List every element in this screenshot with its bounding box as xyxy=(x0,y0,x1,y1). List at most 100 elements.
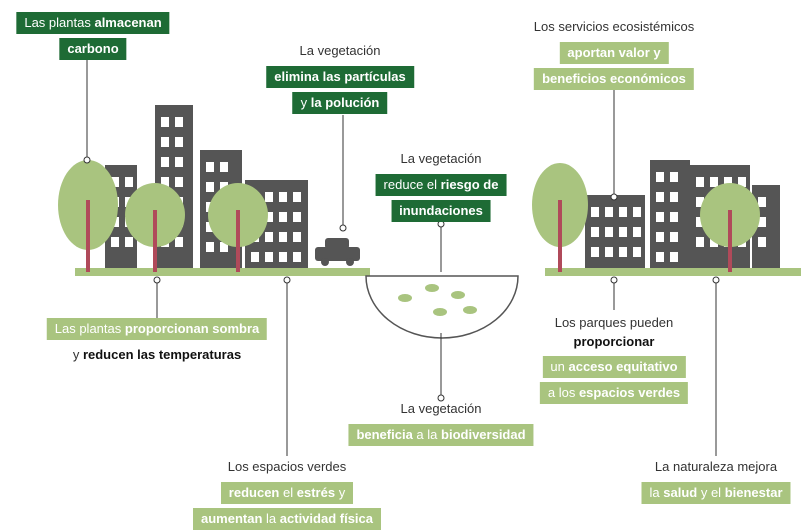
label-line: a los espacios verdes xyxy=(540,382,688,404)
leader-dot xyxy=(611,194,617,200)
window xyxy=(619,207,627,217)
window xyxy=(656,212,664,222)
window xyxy=(175,157,183,167)
window xyxy=(161,157,169,167)
window xyxy=(161,137,169,147)
window xyxy=(591,227,599,237)
label-line: reduce el riesgo de xyxy=(376,174,507,196)
label-line: y reducen las temperaturas xyxy=(65,344,249,366)
window xyxy=(175,137,183,147)
text: elimina las partículas xyxy=(274,69,406,84)
label-line: proporcionar xyxy=(566,332,663,352)
window xyxy=(125,237,133,247)
callout: La vegetación elimina las partículas y l… xyxy=(266,40,414,114)
text: inundaciones xyxy=(399,203,483,218)
label-line: un acceso equitativo xyxy=(542,356,685,378)
text: aportan valor y xyxy=(567,45,660,60)
fish xyxy=(425,284,439,292)
callout: La naturaleza mejora la salud y el biene… xyxy=(641,456,790,504)
leader-dot xyxy=(284,277,290,283)
text: La vegetación xyxy=(300,43,381,58)
window xyxy=(279,192,287,202)
text: riesgo de xyxy=(441,177,499,192)
label-line: elimina las partículas xyxy=(266,66,414,88)
window xyxy=(670,192,678,202)
leader-dot xyxy=(84,157,90,163)
window xyxy=(175,117,183,127)
text: reducen xyxy=(229,485,280,500)
label-line: Los parques pueden xyxy=(547,314,682,332)
callout: Los parques pueden proporcionar un acces… xyxy=(540,314,688,404)
fish xyxy=(463,306,477,314)
label-line: Los espacios verdes xyxy=(220,456,355,478)
leader-dot xyxy=(154,277,160,283)
callout: Las plantas almacenan carbono xyxy=(16,12,169,60)
window xyxy=(279,232,287,242)
window xyxy=(670,232,678,242)
text: Las plantas xyxy=(55,321,122,336)
infographic: Las plantas almacenan carbono La vegetac… xyxy=(0,0,801,530)
text: a los xyxy=(548,385,575,400)
window xyxy=(293,232,301,242)
text: y xyxy=(301,95,308,110)
window xyxy=(619,247,627,257)
window xyxy=(605,227,613,237)
window xyxy=(758,237,766,247)
text: La naturaleza mejora xyxy=(655,459,777,474)
wheel xyxy=(346,258,354,266)
text: reduce el xyxy=(384,177,437,192)
label-line: La vegetación xyxy=(292,40,389,62)
window xyxy=(656,172,664,182)
tree-trunk xyxy=(153,210,157,272)
callout: Las plantas proporcionan sombra y reduce… xyxy=(47,318,267,366)
text: Las plantas xyxy=(24,15,91,30)
text: espacios verdes xyxy=(579,385,680,400)
text: proporcionar xyxy=(574,334,655,349)
window xyxy=(161,117,169,127)
text: bienestar xyxy=(725,485,783,500)
window xyxy=(220,162,228,172)
window xyxy=(125,177,133,187)
text: reducen las temperaturas xyxy=(83,347,241,362)
text: la polución xyxy=(311,95,380,110)
label-line: la salud y el bienestar xyxy=(641,482,790,504)
window xyxy=(696,177,704,187)
wheel xyxy=(321,258,329,266)
window xyxy=(111,237,119,247)
tree-trunk xyxy=(86,200,90,272)
window xyxy=(619,227,627,237)
window xyxy=(265,252,273,262)
window xyxy=(605,207,613,217)
window xyxy=(293,192,301,202)
window xyxy=(293,252,301,262)
text: a la xyxy=(416,427,437,442)
tree-trunk xyxy=(236,210,240,272)
text: La vegetación xyxy=(401,151,482,166)
text: proporcionan sombra xyxy=(125,321,259,336)
text: estrés xyxy=(297,485,335,500)
window xyxy=(633,207,641,217)
label-line: aumentan la actividad física xyxy=(193,508,381,530)
window xyxy=(656,252,664,262)
text: y xyxy=(339,485,346,500)
window xyxy=(265,192,273,202)
text: acceso equitativo xyxy=(568,359,677,374)
label-line: aportan valor y xyxy=(559,42,668,64)
label-line: reducen el estrés y xyxy=(221,482,353,504)
leader-dot xyxy=(611,277,617,283)
tree-trunk xyxy=(728,210,732,272)
label-line: La vegetación xyxy=(393,398,490,420)
window xyxy=(279,212,287,222)
window xyxy=(206,242,214,252)
text: y xyxy=(73,347,80,362)
text: salud xyxy=(663,485,697,500)
text: almacenan xyxy=(94,15,161,30)
label-line: La naturaleza mejora xyxy=(647,456,785,478)
window xyxy=(591,207,599,217)
window xyxy=(265,232,273,242)
window xyxy=(175,237,183,247)
window xyxy=(206,162,214,172)
text: Los servicios ecosistémicos xyxy=(534,19,694,34)
fish xyxy=(433,308,447,316)
fish xyxy=(398,294,412,302)
